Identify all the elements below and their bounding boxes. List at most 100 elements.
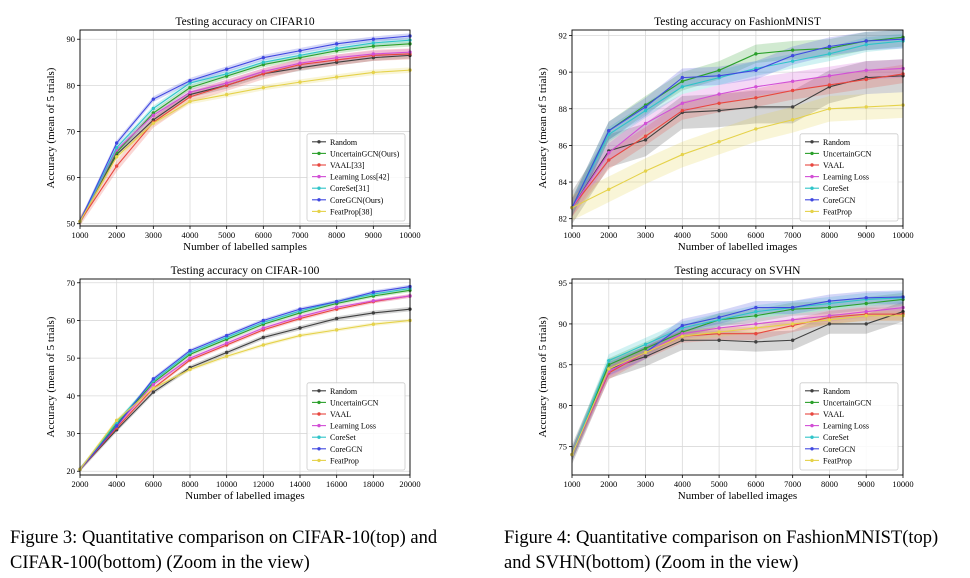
data-point (298, 326, 302, 330)
y-tick-label: 70 (67, 278, 76, 288)
legend-marker (317, 458, 321, 463)
data-point (643, 342, 648, 347)
legend-marker (810, 151, 814, 156)
y-tick-label: 86 (559, 140, 568, 150)
legend-label: FeatProp (330, 456, 359, 465)
data-point (790, 105, 795, 109)
data-point (607, 187, 611, 192)
data-point (371, 44, 376, 48)
data-point (334, 299, 339, 304)
y-tick-label: 82 (559, 214, 568, 224)
x-tick-label: 5000 (711, 479, 728, 489)
legend-label: CoreSet (330, 433, 357, 442)
legend-label: UncertainGCN(Ours) (330, 149, 400, 158)
data-point (827, 318, 832, 322)
data-point (864, 39, 868, 43)
data-point (261, 85, 266, 90)
data-point (224, 72, 229, 76)
legend-label: CoreSet (823, 433, 850, 442)
data-point (717, 326, 721, 330)
data-point (224, 81, 229, 85)
data-point (864, 105, 868, 109)
data-point (224, 92, 229, 97)
data-point (224, 333, 229, 338)
data-point (754, 340, 758, 344)
legend-label: CoreGCN (823, 445, 856, 454)
data-point (864, 42, 868, 47)
legend-marker (317, 435, 321, 439)
data-point (224, 350, 229, 355)
legend-marker (317, 174, 321, 179)
y-tick-label: 88 (559, 104, 568, 114)
data-point (371, 37, 376, 41)
data-point (754, 96, 758, 100)
data-point (790, 53, 795, 58)
legend-marker (810, 140, 814, 144)
data-point (754, 85, 758, 89)
x-tick-label: 5000 (218, 230, 235, 240)
x-tick-label: 2000 (108, 230, 125, 240)
x-tick-label: 2000 (600, 479, 617, 489)
y-axis-label: Accuracy (mean of 5 trials) (537, 67, 549, 188)
x-tick-label: 1000 (564, 479, 581, 489)
legend-label: CoreSet (823, 184, 850, 193)
x-axis-label: Number of labelled images (678, 241, 797, 253)
data-point (717, 315, 721, 320)
y-tick-label: 90 (559, 319, 568, 329)
data-point (643, 108, 648, 113)
legend-marker (810, 174, 814, 179)
chart-panel-2: 1000 2000 3000 4000 5000 6000 7000 8000 9000 1000… (537, 16, 914, 253)
x-axis-label: Number of labelled samples (183, 241, 307, 253)
x-tick-label: 16000 (326, 479, 347, 489)
data-point (717, 338, 721, 342)
data-point (188, 79, 192, 83)
legend-box (306, 382, 406, 471)
data-point (717, 108, 721, 113)
x-tick-label: 2000 (72, 479, 89, 489)
data-point (827, 44, 832, 49)
data-point (114, 155, 119, 159)
data-point (114, 418, 119, 423)
data-point (371, 311, 376, 315)
x-tick-label: 8000 (821, 230, 838, 240)
legend-label: VAAL[33] (330, 161, 365, 170)
chart-panel-4: 1000 2000 3000 4000 5000 6000 7000 8000 9000 1000… (537, 265, 914, 502)
legend-label: Random (330, 387, 358, 396)
data-point (114, 164, 119, 168)
data-point (607, 367, 611, 371)
data-point (188, 90, 192, 94)
series-line (79, 287, 411, 470)
data-point (298, 314, 302, 319)
data-point (790, 79, 795, 83)
data-point (188, 85, 192, 90)
series-line (571, 298, 904, 455)
legend-label: Learning Loss (330, 422, 376, 431)
legend-box (306, 133, 406, 222)
legend-label: CoreGCN(Ours) (330, 196, 384, 205)
y-tick-label: 70 (67, 126, 76, 136)
data-point (151, 386, 156, 391)
data-point (188, 95, 192, 99)
data-point (298, 53, 302, 58)
data-point (643, 354, 648, 359)
data-point (261, 55, 266, 60)
legend-label: VAAL (330, 410, 351, 419)
x-tick-label: 9000 (858, 230, 875, 240)
data-point (754, 52, 758, 56)
data-point (827, 322, 832, 326)
series-line (571, 104, 904, 209)
data-point (717, 101, 721, 105)
x-tick-label: 6000 (145, 479, 162, 489)
x-tick-label: 1000 (72, 230, 89, 240)
legend-marker (810, 412, 814, 416)
legend-box (799, 382, 899, 471)
legend-label: CoreGCN (823, 196, 856, 205)
legend-label: CoreSet[31] (330, 184, 369, 193)
y-tick-label: 90 (67, 34, 76, 44)
data-point (643, 105, 648, 109)
legend-label: UncertainGCN (823, 398, 872, 407)
data-point (188, 348, 192, 353)
data-point (371, 322, 376, 326)
caption-left-line1: Figure 3: Quantitative comparison on CIF… (10, 528, 438, 548)
data-point (680, 332, 685, 336)
